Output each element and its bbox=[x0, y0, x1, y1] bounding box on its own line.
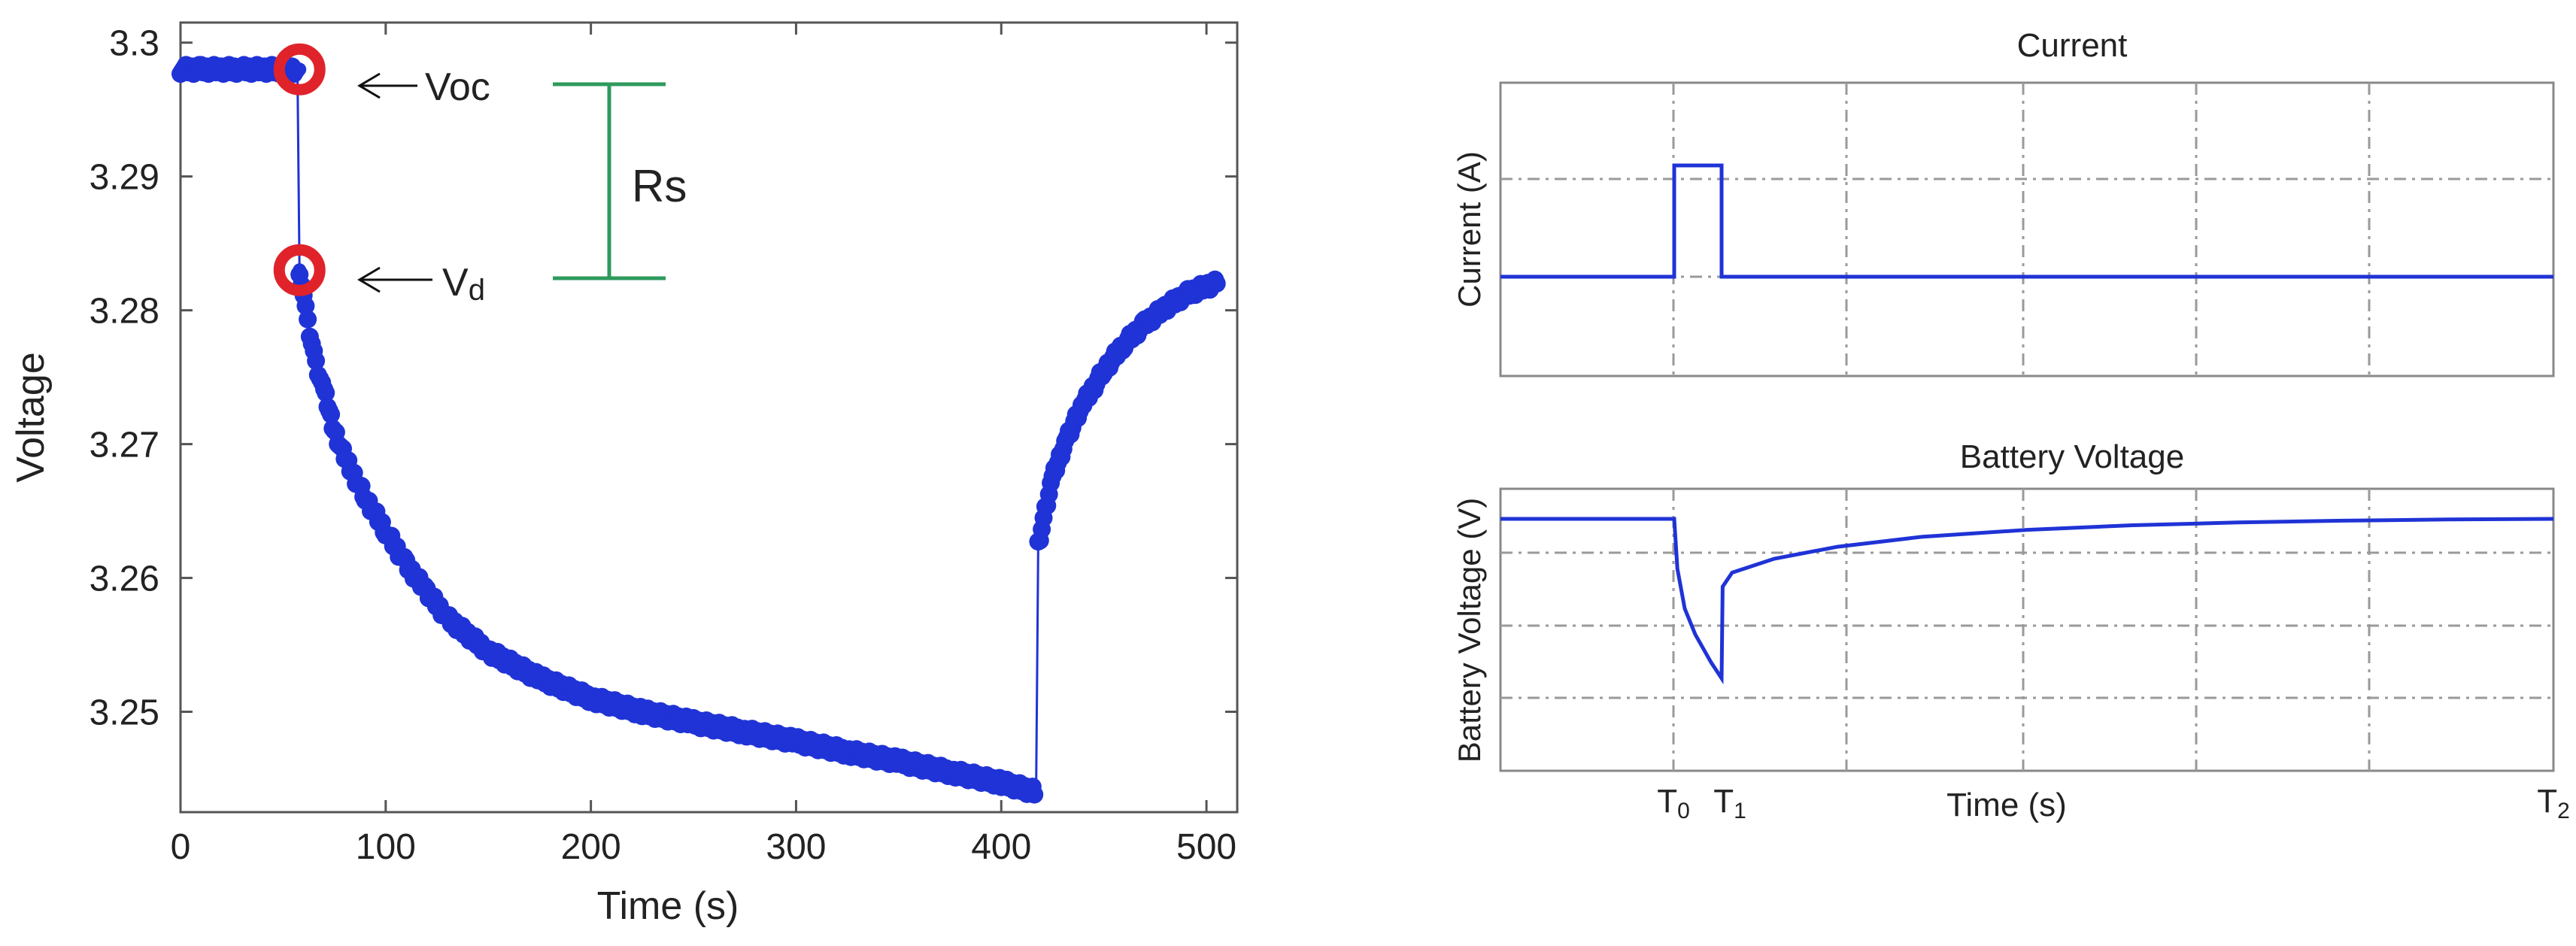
highlight-marker-center bbox=[293, 263, 307, 277]
left-x-tick-label: 0 bbox=[171, 827, 191, 867]
highlight-marker-ring bbox=[273, 244, 326, 296]
left-x-tick-label: 500 bbox=[1176, 827, 1236, 867]
left-x-tick-label: 400 bbox=[971, 827, 1031, 867]
left-y-tick-label: 3.26 bbox=[90, 559, 159, 599]
current-chart: Current Current (A) bbox=[1452, 27, 2555, 377]
rs-label: Rs bbox=[632, 161, 687, 211]
voltage-data-point bbox=[317, 384, 335, 402]
left-y-ticks: 3.25 3.26 3.27 3.28 3.29 3.3 bbox=[90, 24, 1237, 733]
current-plot-frame bbox=[1499, 81, 2555, 377]
current-signal-line bbox=[1500, 163, 2553, 279]
rs-bracket bbox=[553, 82, 666, 280]
left-plot-frame bbox=[179, 21, 1239, 814]
battery-voltage-grid bbox=[1500, 489, 2553, 771]
left-y-tick-label: 3.3 bbox=[109, 24, 159, 64]
tick-label-main: T bbox=[1713, 783, 1734, 820]
voc-annotation: Voc bbox=[357, 65, 490, 109]
current-y-axis-label: Current (A) bbox=[1452, 151, 1487, 308]
battery-voltage-x-axis-label: Time (s) bbox=[1946, 787, 2067, 823]
voltage-data-point bbox=[1207, 274, 1226, 293]
voltage-series-points bbox=[171, 56, 1226, 804]
voc-label: Voc bbox=[425, 65, 490, 109]
vd-label-sub: d bbox=[469, 274, 485, 307]
left-x-ticks: 0 100 200 300 400 500 bbox=[171, 23, 1236, 867]
battery-voltage-signal-line bbox=[1500, 517, 2554, 685]
left-x-tick-label: 300 bbox=[766, 827, 826, 867]
left-x-tick-label: 100 bbox=[356, 827, 416, 867]
voc-arrow-head bbox=[357, 72, 381, 99]
left-y-tick-label: 3.25 bbox=[90, 693, 159, 733]
vd-arrow-head bbox=[357, 266, 381, 293]
voltage-data-point bbox=[296, 296, 315, 315]
voltage-vs-time-chart: 0 100 200 300 400 500 3.25 3.26 3.27 3.28 3.29 3.3… bbox=[9, 21, 1239, 928]
tick-label-sub: 1 bbox=[1734, 799, 1746, 823]
voltage-data-point bbox=[322, 405, 341, 424]
current-title: Current bbox=[2017, 27, 2128, 64]
battery-voltage-y-axis-label: Battery Voltage (V) bbox=[1452, 498, 1487, 763]
battery-voltage-chart: Battery Voltage Battery Voltage (V) Time… bbox=[1452, 438, 2570, 823]
tick-label-main: T bbox=[1657, 783, 1677, 820]
battery-voltage-x-tick-label: T0 bbox=[1657, 783, 1690, 823]
highlight-marker-center bbox=[293, 62, 307, 77]
tick-label-sub: 2 bbox=[2557, 799, 2570, 823]
highlight-marker-ring bbox=[273, 43, 326, 96]
left-y-tick-label: 3.28 bbox=[90, 292, 159, 332]
vd-label-main: V bbox=[442, 261, 469, 305]
highlight-markers bbox=[273, 43, 326, 296]
left-x-axis-label: Time (s) bbox=[597, 884, 739, 928]
left-y-axis-label: Voltage bbox=[9, 352, 53, 483]
vd-label: Vd bbox=[442, 261, 485, 307]
battery-voltage-title: Battery Voltage bbox=[1960, 438, 2184, 475]
voltage-data-point bbox=[307, 351, 326, 370]
battery-voltage-x-tick-labels: T0 T1 T2 bbox=[1657, 783, 2570, 823]
voltage-data-point bbox=[1025, 785, 1044, 804]
left-x-tick-label: 200 bbox=[561, 827, 621, 867]
battery-voltage-plot-frame bbox=[1499, 487, 2555, 772]
current-grid bbox=[1500, 83, 2553, 376]
tick-label-sub: 0 bbox=[1677, 799, 1690, 823]
vd-annotation: Vd bbox=[357, 261, 485, 307]
tick-label-main: T bbox=[2537, 783, 2557, 820]
left-y-tick-label: 3.29 bbox=[90, 158, 159, 198]
battery-voltage-x-tick-label: T2 bbox=[2537, 783, 2570, 823]
voltage-data-point bbox=[299, 310, 317, 329]
left-y-tick-label: 3.27 bbox=[90, 426, 159, 465]
battery-voltage-x-tick-label: T1 bbox=[1713, 783, 1746, 823]
